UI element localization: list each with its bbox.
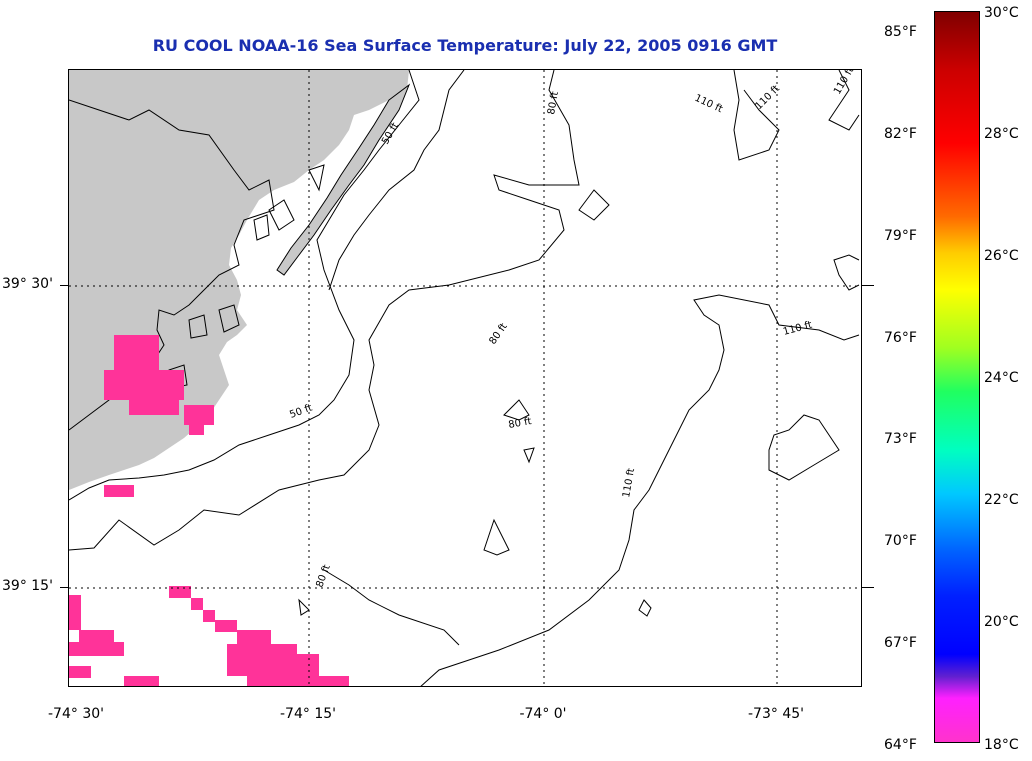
sst-pixels <box>69 335 349 686</box>
lon-label: -74° 15' <box>280 706 336 722</box>
colorbar-label-f: 70°F <box>884 533 917 549</box>
isobath-label: 110 ft <box>832 70 856 97</box>
colorbar-label-f: 73°F <box>884 431 917 447</box>
isobath-label: 110 ft <box>753 83 782 112</box>
isobath-80ft-e <box>523 447 535 464</box>
isobath-80ft-g <box>298 598 310 616</box>
colorbar-label-c: 24°C <box>984 370 1019 386</box>
grid-lines <box>69 70 861 686</box>
colorbar-label-f: 76°F <box>884 330 917 346</box>
isobath-50ft <box>69 70 420 501</box>
colorbar-label-c: 22°C <box>984 492 1019 508</box>
isobath-110ft-a <box>733 70 780 161</box>
isobath-110ft-f <box>483 518 510 556</box>
barrier-island <box>276 83 411 276</box>
colorbar-label-c: 20°C <box>984 614 1019 630</box>
isobath-label: 110 ft <box>621 467 637 498</box>
lat-label: 39° 30' <box>2 276 53 292</box>
isobath-80ft-c <box>323 569 460 646</box>
lon-label: -73° 45' <box>748 706 804 722</box>
isobath-110ft-g <box>638 599 652 617</box>
colorbar-label-f: 67°F <box>884 635 917 651</box>
isobath-110ft-b <box>828 70 860 131</box>
lat-label: 39° 15' <box>2 578 53 594</box>
land-mass <box>69 70 409 490</box>
colorbar <box>934 11 980 743</box>
isobath-label: 80 ft <box>487 321 509 346</box>
colorbar-label-c: 28°C <box>984 126 1019 142</box>
isobath-label: 80 ft <box>314 563 332 589</box>
colorbar-label-c: 18°C <box>984 737 1019 753</box>
isobath-label: 80 ft <box>546 91 561 116</box>
colorbar-label-f: 64°F <box>884 737 917 753</box>
lon-label: -74° 0' <box>519 706 567 722</box>
isobath-80ft-d <box>503 399 530 421</box>
isobath-80ft-f <box>578 189 610 221</box>
isobath-label: 50 ft <box>288 403 314 421</box>
isobath-110ft-c <box>420 294 860 686</box>
isobath-110ft-d <box>833 254 860 291</box>
colorbar-label-c: 26°C <box>984 248 1019 264</box>
colorbar-label-f: 85°F <box>884 24 917 40</box>
isobath-80ft-a <box>328 70 465 291</box>
isobaths <box>69 70 860 686</box>
lon-label: -74° 30' <box>48 706 104 722</box>
isobath-110ft-e <box>768 414 840 481</box>
map-canvas: 50 ft 50 ft 80 ft 80 ft 80 ft 80 ft 110 … <box>69 70 861 686</box>
isobath-label: 110 ft <box>782 320 813 338</box>
colorbar-label-f: 79°F <box>884 228 917 244</box>
isobath-label: 110 ft <box>693 93 724 115</box>
colorbar-label-c: 30°C <box>984 5 1019 21</box>
sst-map: 50 ft 50 ft 80 ft 80 ft 80 ft 80 ft 110 … <box>68 69 862 687</box>
map-title: RU COOL NOAA-16 Sea Surface Temperature:… <box>152 36 778 55</box>
colorbar-label-f: 82°F <box>884 126 917 142</box>
isobath-80ft-b <box>69 70 580 551</box>
isobath-label: 80 ft <box>508 416 533 431</box>
